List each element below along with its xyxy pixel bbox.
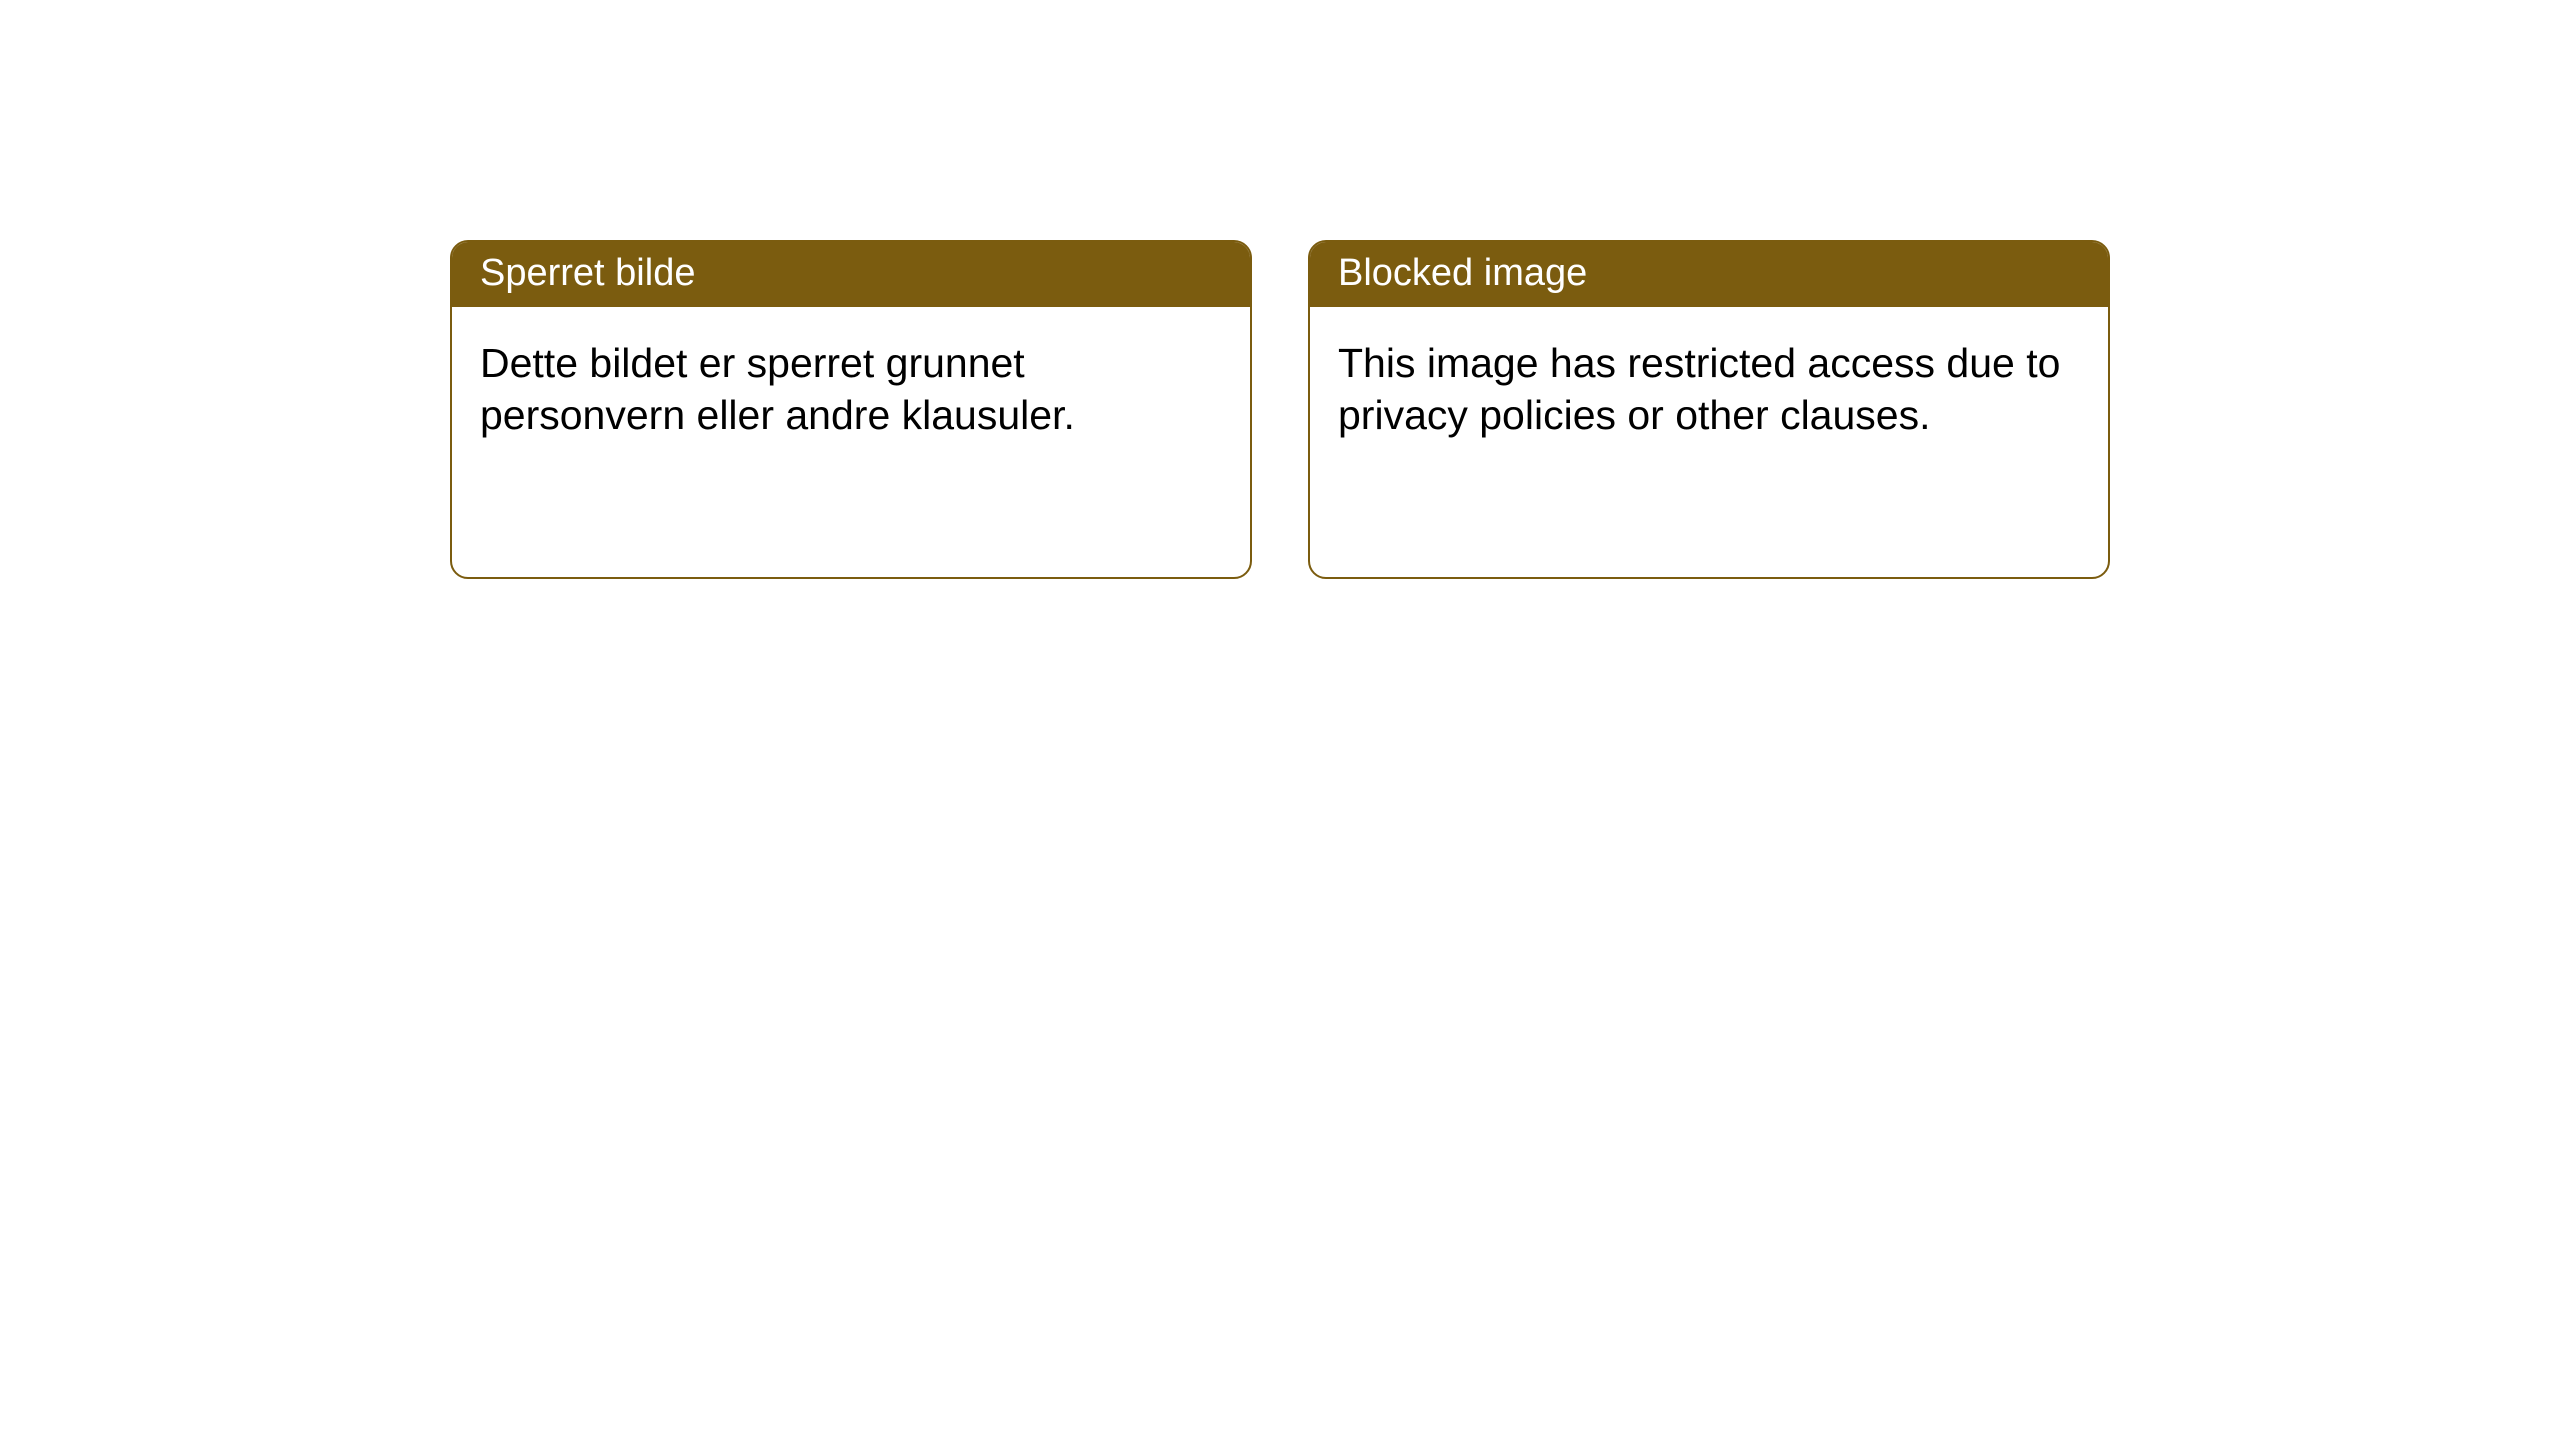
notice-box-english: Blocked image This image has restricted … (1308, 240, 2110, 579)
notice-body: This image has restricted access due to … (1310, 307, 2108, 577)
notice-title: Sperret bilde (452, 242, 1250, 307)
notice-title: Blocked image (1310, 242, 2108, 307)
notice-body: Dette bildet er sperret grunnet personve… (452, 307, 1250, 577)
notice-box-norwegian: Sperret bilde Dette bildet er sperret gr… (450, 240, 1252, 579)
notices-container: Sperret bilde Dette bildet er sperret gr… (0, 240, 2560, 579)
